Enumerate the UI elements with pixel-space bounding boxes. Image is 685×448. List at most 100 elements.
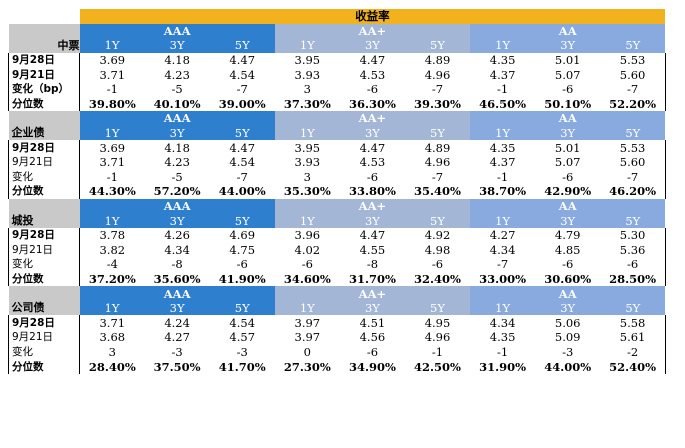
value-cell: 4.34 (489, 242, 516, 257)
value-cell: -7 (431, 169, 444, 184)
tenor-header-row: 1Y 3Y 5Y 1Y 3Y 5Y 1Y 3Y 5Y (9, 125, 666, 141)
row-label: 变化（bp） (8, 81, 80, 97)
value-cell: 3 (303, 82, 311, 97)
tenor-header: 5Y (600, 300, 666, 316)
grade-header: AA (470, 23, 666, 39)
grade-header: AA+ (274, 198, 471, 214)
value-cell: 5.07 (554, 155, 581, 170)
value-cell: -1 (497, 169, 509, 184)
value-cell: -1 (78, 81, 145, 97)
value-cell: 4.54 (229, 315, 256, 330)
value-cell: 4.18 (164, 140, 190, 155)
value-cell: 4.69 (229, 228, 256, 243)
tenor-header: 3Y (144, 38, 210, 53)
value-cell: -1 (497, 82, 509, 97)
section-name: 企业债 (8, 111, 80, 141)
tenor-header: 1Y (274, 300, 340, 316)
value-cell: 4.51 (359, 315, 386, 330)
value-cell: -5 (171, 169, 183, 184)
value-cell: 5.61 (600, 330, 666, 345)
tenor-header: 1Y (79, 300, 145, 316)
value-cell: 37.30% (283, 96, 331, 111)
tenor-header: 1Y (274, 213, 340, 228)
tenor-header: 1Y (274, 125, 340, 141)
value-cell: 44.00% (544, 359, 592, 374)
value-cell: 3.69 (78, 140, 145, 155)
table-row: 变化（bp） -1 -5 -7 3 -6 -7 -1 -6 -7 (8, 81, 666, 97)
value-cell: 5.60 (600, 67, 666, 82)
tenor-header: 3Y (144, 213, 210, 228)
value-cell: 40.10% (153, 96, 201, 111)
row-label: 9月21日 (8, 67, 80, 82)
row-label: 9月28日 (8, 227, 80, 243)
value-cell: 31.90% (479, 359, 527, 374)
value-cell: 32.40% (414, 271, 461, 286)
row-label: 分位数 (8, 184, 80, 199)
value-cell: 4.47 (359, 140, 386, 155)
tenor-header: 3Y (339, 213, 405, 228)
row-label: 分位数 (8, 359, 80, 374)
tenor-header: 3Y (339, 300, 405, 316)
value-cell: 35.30% (283, 184, 331, 199)
title-spacer (9, 9, 80, 24)
value-cell: 4.35 (489, 53, 516, 68)
value-cell: 37.50% (153, 359, 201, 374)
value-cell: 4.23 (164, 155, 190, 170)
value-cell: 5.09 (554, 330, 581, 345)
tenor-header: 1Y (79, 38, 145, 53)
row-label: 9月28日 (8, 52, 80, 68)
value-cell: 34.90% (348, 359, 396, 374)
yield-table: 收益率 中票 AAA AA+ AA 1Y 3Y 5Y 1Y 3Y 5Y 1Y 3Y 5Y 9月28日 3.69… (8, 9, 666, 374)
value-cell: 41.70% (218, 359, 266, 374)
value-cell: 52.20% (600, 96, 666, 112)
tenor-header: 5Y (209, 213, 275, 228)
value-cell: 3.95 (294, 140, 321, 155)
value-cell: 39.00% (218, 96, 266, 111)
value-cell: 4.47 (359, 53, 386, 68)
value-cell: 5.36 (600, 242, 666, 258)
value-cell: 28.40% (78, 359, 145, 374)
value-cell: 41.90% (218, 271, 266, 286)
value-cell: 3.71 (78, 315, 145, 331)
value-cell: 4.89 (424, 53, 451, 68)
tenor-header: 5Y (600, 38, 666, 53)
value-cell: 5.53 (600, 140, 666, 155)
row-label: 9月28日 (8, 140, 80, 155)
value-cell: 4.26 (164, 228, 190, 243)
value-cell: 4.55 (359, 242, 386, 257)
tenor-header: 1Y (470, 213, 536, 228)
row-label: 9月21日 (8, 242, 80, 258)
table-row: 分位数 44.30% 57.20% 44.00% 35.30% 33.80% 35.40% 3… (8, 184, 666, 199)
value-cell: 57.20% (153, 184, 201, 199)
tenor-header: 3Y (144, 125, 210, 141)
tenor-header: 5Y (600, 125, 666, 141)
grade-header: AA+ (274, 111, 471, 126)
table-row: 9月21日 3.68 4.27 4.57 3.97 4.56 4.96 4.35 5.09 5.6… (8, 330, 666, 345)
value-cell: 4.27 (489, 228, 516, 243)
value-cell: 3.95 (294, 53, 321, 68)
table-row: 变化 -4 -8 -6 -6 -8 -6 -7 -6 -6 (8, 257, 666, 272)
value-cell: -7 (600, 169, 666, 185)
row-label: 变化 (8, 344, 80, 360)
value-cell: 3.78 (78, 227, 145, 243)
value-cell: 3.71 (78, 154, 145, 170)
grade-header: AA+ (274, 23, 471, 39)
grade-header: AA (470, 286, 666, 301)
row-label: 9月28日 (8, 315, 80, 331)
value-cell: 3.97 (294, 315, 321, 330)
value-cell: 4.96 (424, 67, 451, 82)
tenor-header: 3Y (339, 125, 405, 141)
tenor-header: 3Y (535, 38, 601, 53)
value-cell: 42.50% (414, 359, 461, 374)
section-name: 公司债 (8, 286, 80, 316)
value-cell: 4.24 (164, 315, 190, 330)
value-cell: 39.30% (414, 96, 461, 111)
value-cell: 4.57 (229, 330, 256, 345)
value-cell: 4.47 (359, 228, 386, 243)
value-cell: 4.79 (554, 228, 581, 243)
value-cell: 3.93 (294, 67, 321, 82)
tenor-header: 5Y (404, 125, 471, 141)
value-cell: 4.54 (229, 155, 256, 170)
value-cell: 5.60 (600, 154, 666, 170)
value-cell: -3 (562, 344, 574, 359)
